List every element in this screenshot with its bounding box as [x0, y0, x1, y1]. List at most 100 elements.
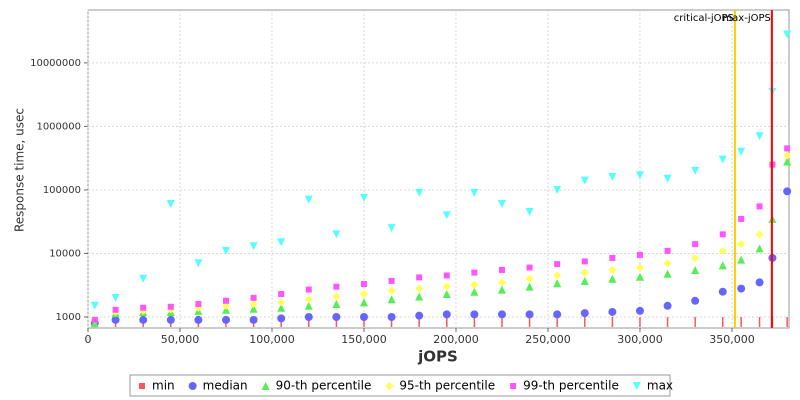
legend-label: 99-th percentile: [523, 379, 619, 393]
point: [580, 276, 589, 285]
point: [580, 309, 589, 318]
x-tick-label: 350,000: [709, 333, 755, 346]
point: [112, 306, 119, 313]
y-tick-label: 1000: [56, 312, 81, 323]
point: [415, 188, 424, 197]
point: [387, 312, 396, 321]
legend-marker: [385, 382, 394, 390]
point: [692, 241, 699, 248]
point: [221, 301, 230, 310]
point: [360, 281, 367, 288]
point: [755, 132, 764, 141]
point: [359, 290, 368, 299]
point: [581, 258, 588, 265]
point: [91, 316, 98, 323]
point: [580, 176, 589, 185]
point: [718, 287, 727, 296]
x-tick-label: 250,000: [525, 333, 571, 346]
point: [359, 298, 368, 307]
legend-marker: [188, 382, 197, 390]
point: [636, 251, 643, 258]
point: [635, 306, 644, 315]
point: [525, 274, 534, 283]
point: [304, 301, 313, 310]
legend-label: 95-th percentile: [399, 379, 495, 393]
point: [755, 244, 764, 253]
reference-label: max-jOPS: [722, 13, 770, 24]
point: [277, 298, 286, 307]
x-tick-label: 300,000: [617, 333, 663, 346]
point: [332, 230, 341, 239]
point: [443, 272, 450, 279]
point: [416, 274, 423, 281]
point: [470, 188, 479, 197]
legend: [129, 374, 671, 397]
point: [332, 300, 341, 309]
y-axis-title: Response time, usec: [13, 108, 27, 232]
point: [783, 151, 792, 160]
point: [111, 293, 120, 302]
point: [691, 166, 700, 175]
point: [755, 278, 764, 287]
point: [755, 230, 764, 239]
point: [608, 172, 617, 181]
point: [737, 240, 746, 249]
point: [784, 145, 791, 152]
point: [497, 200, 506, 209]
point: [442, 211, 451, 220]
point: [526, 264, 533, 271]
legend-label: 90-th percentile: [276, 379, 372, 393]
point: [497, 278, 506, 287]
point: [737, 255, 746, 264]
point: [194, 315, 203, 324]
point: [471, 269, 478, 276]
point: [609, 254, 616, 261]
point: [663, 174, 672, 183]
point: [608, 274, 617, 283]
y-tick-label: 100000: [43, 185, 81, 196]
point: [305, 286, 312, 293]
point: [111, 315, 120, 324]
point: [553, 271, 562, 280]
point: [608, 307, 617, 316]
point: [194, 259, 203, 268]
point: [691, 265, 700, 274]
point: [304, 312, 313, 321]
point: [332, 292, 341, 301]
point: [756, 203, 763, 210]
point: [783, 30, 792, 39]
point: [525, 282, 534, 291]
point: [783, 187, 792, 196]
x-tick-label: 0: [85, 333, 92, 346]
point: [277, 303, 286, 312]
point: [332, 312, 341, 321]
point: [553, 185, 562, 194]
point: [415, 284, 424, 293]
point: [387, 286, 396, 295]
legend-label: min: [152, 379, 175, 393]
point: [553, 310, 562, 319]
point: [470, 310, 479, 319]
point: [249, 242, 258, 251]
point: [249, 304, 258, 313]
point: [554, 261, 561, 268]
legend-marker: [261, 382, 270, 390]
point: [498, 266, 505, 273]
point: [387, 224, 396, 233]
point: [719, 231, 726, 238]
point: [359, 312, 368, 321]
y-tick-label: 1000000: [36, 121, 81, 132]
point: [525, 310, 534, 319]
point: [304, 295, 313, 304]
point: [635, 171, 644, 180]
point: [663, 259, 672, 268]
legend-marker: [510, 383, 517, 389]
point: [166, 200, 175, 209]
point: [166, 315, 175, 324]
x-tick-label: 100,000: [249, 333, 295, 346]
point: [470, 280, 479, 289]
point: [278, 291, 285, 298]
point: [139, 274, 148, 283]
legend-label: median: [203, 379, 248, 393]
